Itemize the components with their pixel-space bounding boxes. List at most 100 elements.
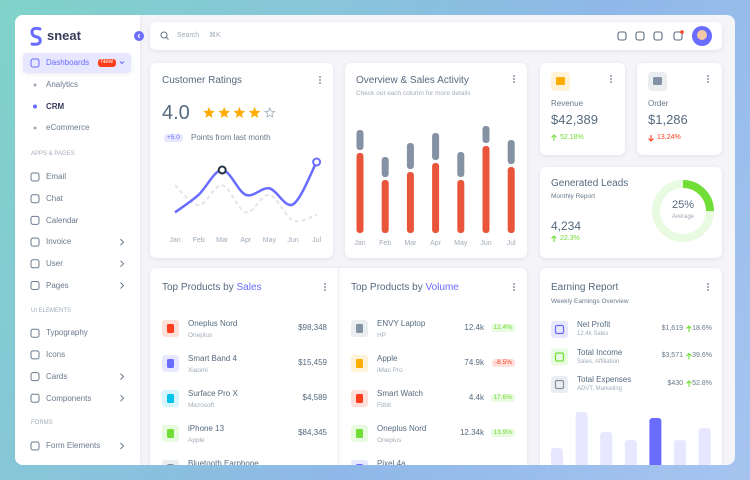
customer-ratings-card <box>150 63 333 258</box>
submenu-item[interactable]: eCommerce <box>46 123 90 133</box>
more-menu <box>707 286 709 288</box>
x-tick-label: Jun <box>480 239 492 247</box>
product-amount: $98,348 <box>298 323 327 333</box>
menu-icon <box>30 58 40 68</box>
bar-segment <box>482 146 490 233</box>
search-icon <box>160 31 168 39</box>
submenu-dot <box>33 126 37 130</box>
x-tick-label: Apr <box>430 239 442 247</box>
product-name: ENVY Laptop <box>377 319 426 329</box>
bar-segment <box>381 180 389 233</box>
change-badge: 13.9% <box>490 429 515 437</box>
earning-icon-bg <box>551 348 568 366</box>
toolbar-icon <box>617 31 627 41</box>
product-amount: $84,345 <box>298 428 327 438</box>
card-title: Generated Leads <box>551 178 629 189</box>
earning-bar <box>674 440 686 465</box>
earning-label: Net Profit <box>577 320 611 330</box>
point-marker <box>217 165 227 175</box>
menu-item[interactable]: User <box>46 259 63 268</box>
menu-item[interactable]: Icons <box>46 350 66 360</box>
star <box>263 106 276 118</box>
menu-item[interactable]: Form Elements <box>46 441 101 451</box>
menu-item[interactable]: Pages <box>46 280 69 290</box>
product-volume: 12.34k <box>459 428 484 438</box>
search-icon-handle <box>165 36 169 40</box>
product-icon <box>356 464 363 465</box>
menu-icon <box>30 441 40 451</box>
menu-icon <box>30 259 40 269</box>
more-menu <box>707 283 709 285</box>
earning-change: 39.6% <box>692 352 712 360</box>
menu-item[interactable]: Email <box>46 172 67 182</box>
menu-item[interactable]: Components <box>46 393 92 403</box>
more-menu <box>707 81 709 83</box>
earning-label: Total Income <box>577 347 623 357</box>
more-menu <box>513 81 515 83</box>
change-badge: -8.5% <box>492 359 515 367</box>
star <box>203 106 215 118</box>
x-tick-label: Mar <box>404 239 417 247</box>
product-name: Surface Pro X <box>188 389 238 399</box>
product-icon <box>356 359 363 368</box>
more-menu <box>319 82 321 84</box>
x-tick-label: Jul <box>312 236 322 244</box>
product-brand: Oneplus <box>377 437 402 445</box>
x-tick-label: May <box>262 236 277 244</box>
product-icon <box>167 394 174 403</box>
chevron <box>120 394 125 402</box>
card-subtitle: Weekly Earnings Overview <box>551 298 629 306</box>
menu-item[interactable]: Chat <box>46 193 63 203</box>
trend-arrow <box>686 380 692 387</box>
earning-icon <box>554 379 565 390</box>
menu-item[interactable]: Typography <box>46 328 88 338</box>
bar-segment <box>381 157 389 177</box>
chevron <box>120 373 125 380</box>
trend-arrow <box>551 134 557 141</box>
submenu-item[interactable]: CRM <box>46 101 65 111</box>
menu-item[interactable]: Invoice <box>46 237 72 247</box>
search-input[interactable]: Search <box>177 31 200 39</box>
more-menu <box>610 81 612 83</box>
menu-icon <box>30 281 40 290</box>
more-menu <box>707 289 709 291</box>
menu-item[interactable]: Dashboards <box>46 58 90 68</box>
more-menu <box>513 283 515 285</box>
menu-icon <box>30 372 40 382</box>
product-volume: 74.9k <box>464 358 484 368</box>
brand-name: sneat <box>47 28 81 44</box>
more-menu <box>324 286 326 288</box>
menu-item[interactable]: Cards <box>46 371 68 381</box>
more-menu <box>513 286 515 288</box>
product-brand: Fitbit <box>377 402 392 410</box>
bar-segment <box>406 143 414 169</box>
star <box>233 106 246 118</box>
topbar <box>150 22 722 50</box>
x-tick-label: Mar <box>216 236 229 244</box>
menu-icon <box>30 350 40 360</box>
earning-bar <box>698 428 711 465</box>
product-amount: $4,589 <box>302 393 327 403</box>
more-menu <box>513 289 515 291</box>
product-volume: 12.4k <box>464 323 484 333</box>
menu-item[interactable]: Calendar <box>46 215 79 225</box>
earning-sub: ADVT, Marketing <box>577 386 623 393</box>
section-title: FORMS <box>31 420 53 427</box>
product-name: Oneplus Nord <box>188 319 238 329</box>
more-menu <box>707 78 709 80</box>
product-icon-bg <box>162 460 179 465</box>
bar-segment <box>356 130 364 150</box>
donut-arc <box>652 180 714 242</box>
graphics <box>30 26 714 465</box>
product-brand: Xiaomi <box>188 367 208 375</box>
more-menu <box>319 76 321 78</box>
donut-label: Average <box>671 214 695 221</box>
product-name: Smart Watch <box>377 389 423 399</box>
earning-sub: 12.4k Sales <box>577 331 609 338</box>
x-tick-label: Jul <box>506 239 516 247</box>
donut-value: 25% <box>671 199 695 212</box>
more-menu <box>319 79 321 81</box>
submenu-item[interactable]: Analytics <box>46 80 79 90</box>
x-tick-label: Feb <box>192 236 205 244</box>
